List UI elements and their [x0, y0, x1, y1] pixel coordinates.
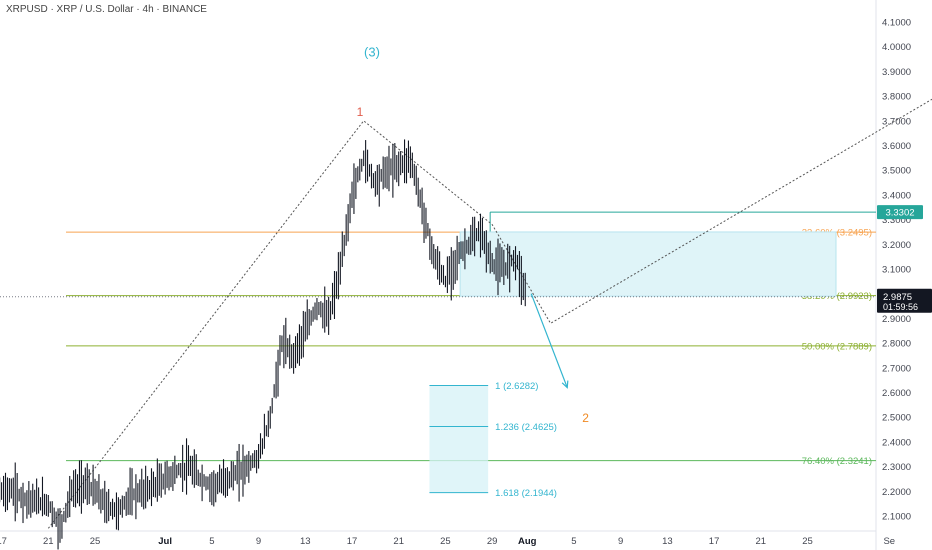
y-tick-label: 3.3000	[882, 215, 911, 226]
x-tick-label: 9	[618, 536, 623, 547]
wave-label: (3)	[364, 45, 380, 60]
y-tick-label: 3.4000	[882, 190, 911, 201]
x-tick-label: 17	[347, 536, 358, 547]
fib-level-label: 23.60% (3.2495)	[802, 228, 872, 239]
projection-arrowhead	[561, 380, 569, 389]
y-tick-label: 4.1000	[882, 18, 911, 29]
extension-level-label: 1 (2.6282)	[495, 381, 538, 392]
y-tick-label: 2.3000	[882, 462, 911, 473]
marked-level-tag	[877, 205, 923, 220]
x-tick-label: 21	[756, 536, 767, 547]
wave-label: 2	[582, 411, 589, 425]
current-price-tag	[877, 288, 932, 313]
y-tick-label: 3.7000	[882, 116, 911, 127]
projection-arrow	[530, 293, 568, 388]
x-tick-label: 13	[662, 536, 673, 547]
x-tick-label: 5	[571, 536, 576, 547]
fib-level-label: 50.00% (2.7889)	[802, 341, 872, 352]
current-price-tag-label: 2.9875	[883, 292, 912, 303]
y-tick-label: 2.2000	[882, 487, 911, 498]
y-tick-label: 2.4000	[882, 437, 911, 448]
x-tick-label: Aug	[518, 536, 537, 547]
x-tick-label: 17	[0, 536, 7, 547]
y-tick-label: 2.8000	[882, 339, 911, 350]
x-tick-label: 5	[209, 536, 214, 547]
x-tick-label: Jul	[158, 536, 172, 547]
y-tick-label: 2.6000	[882, 388, 911, 399]
x-tick-label: 17	[709, 536, 720, 547]
extension-level-label: 1.618 (2.1944)	[495, 488, 557, 499]
y-tick-label: 3.2000	[882, 240, 911, 251]
chart-title: XRPUSD · XRP / U.S. Dollar · 4h · BINANC…	[6, 4, 207, 15]
consolidation-zone	[459, 231, 837, 297]
y-tick-label: 3.8000	[882, 92, 911, 103]
x-tick-label: Se	[883, 536, 895, 547]
x-tick-label: 29	[487, 536, 498, 547]
x-tick-label: 9	[256, 536, 261, 547]
x-tick-label: 21	[393, 536, 404, 547]
wave-label: 1	[357, 105, 364, 119]
wave-projection-path	[47, 98, 932, 529]
x-tick-label: 21	[43, 536, 54, 547]
extension-level-label: 1.236 (2.4625)	[495, 422, 557, 433]
fib-level-label: 38.20% (2.9923)	[802, 291, 872, 302]
y-tick-label: 3.1000	[882, 265, 911, 276]
x-tick-label: 25	[440, 536, 451, 547]
y-tick-label: 2.7000	[882, 363, 911, 374]
x-tick-label: 25	[802, 536, 813, 547]
x-tick-label: 25	[90, 536, 101, 547]
y-tick-label: 2.9000	[882, 314, 911, 325]
y-tick-label: 2.1000	[882, 512, 911, 523]
marked-level-tag-label: 3.3302	[885, 208, 914, 219]
y-tick-label: 4.0000	[882, 42, 911, 53]
y-tick-label: 3.9000	[882, 67, 911, 78]
price-axis-panel	[876, 0, 932, 550]
extension-zone	[429, 385, 489, 493]
x-tick-label: 13	[300, 536, 311, 547]
y-tick-label: 3.6000	[882, 141, 911, 152]
fib-level-label: 76.40% (2.3241)	[802, 456, 872, 467]
current-price-countdown: 01:59:56	[883, 302, 918, 312]
y-tick-label: 3.5000	[882, 166, 911, 177]
y-tick-label: 2.5000	[882, 413, 911, 424]
